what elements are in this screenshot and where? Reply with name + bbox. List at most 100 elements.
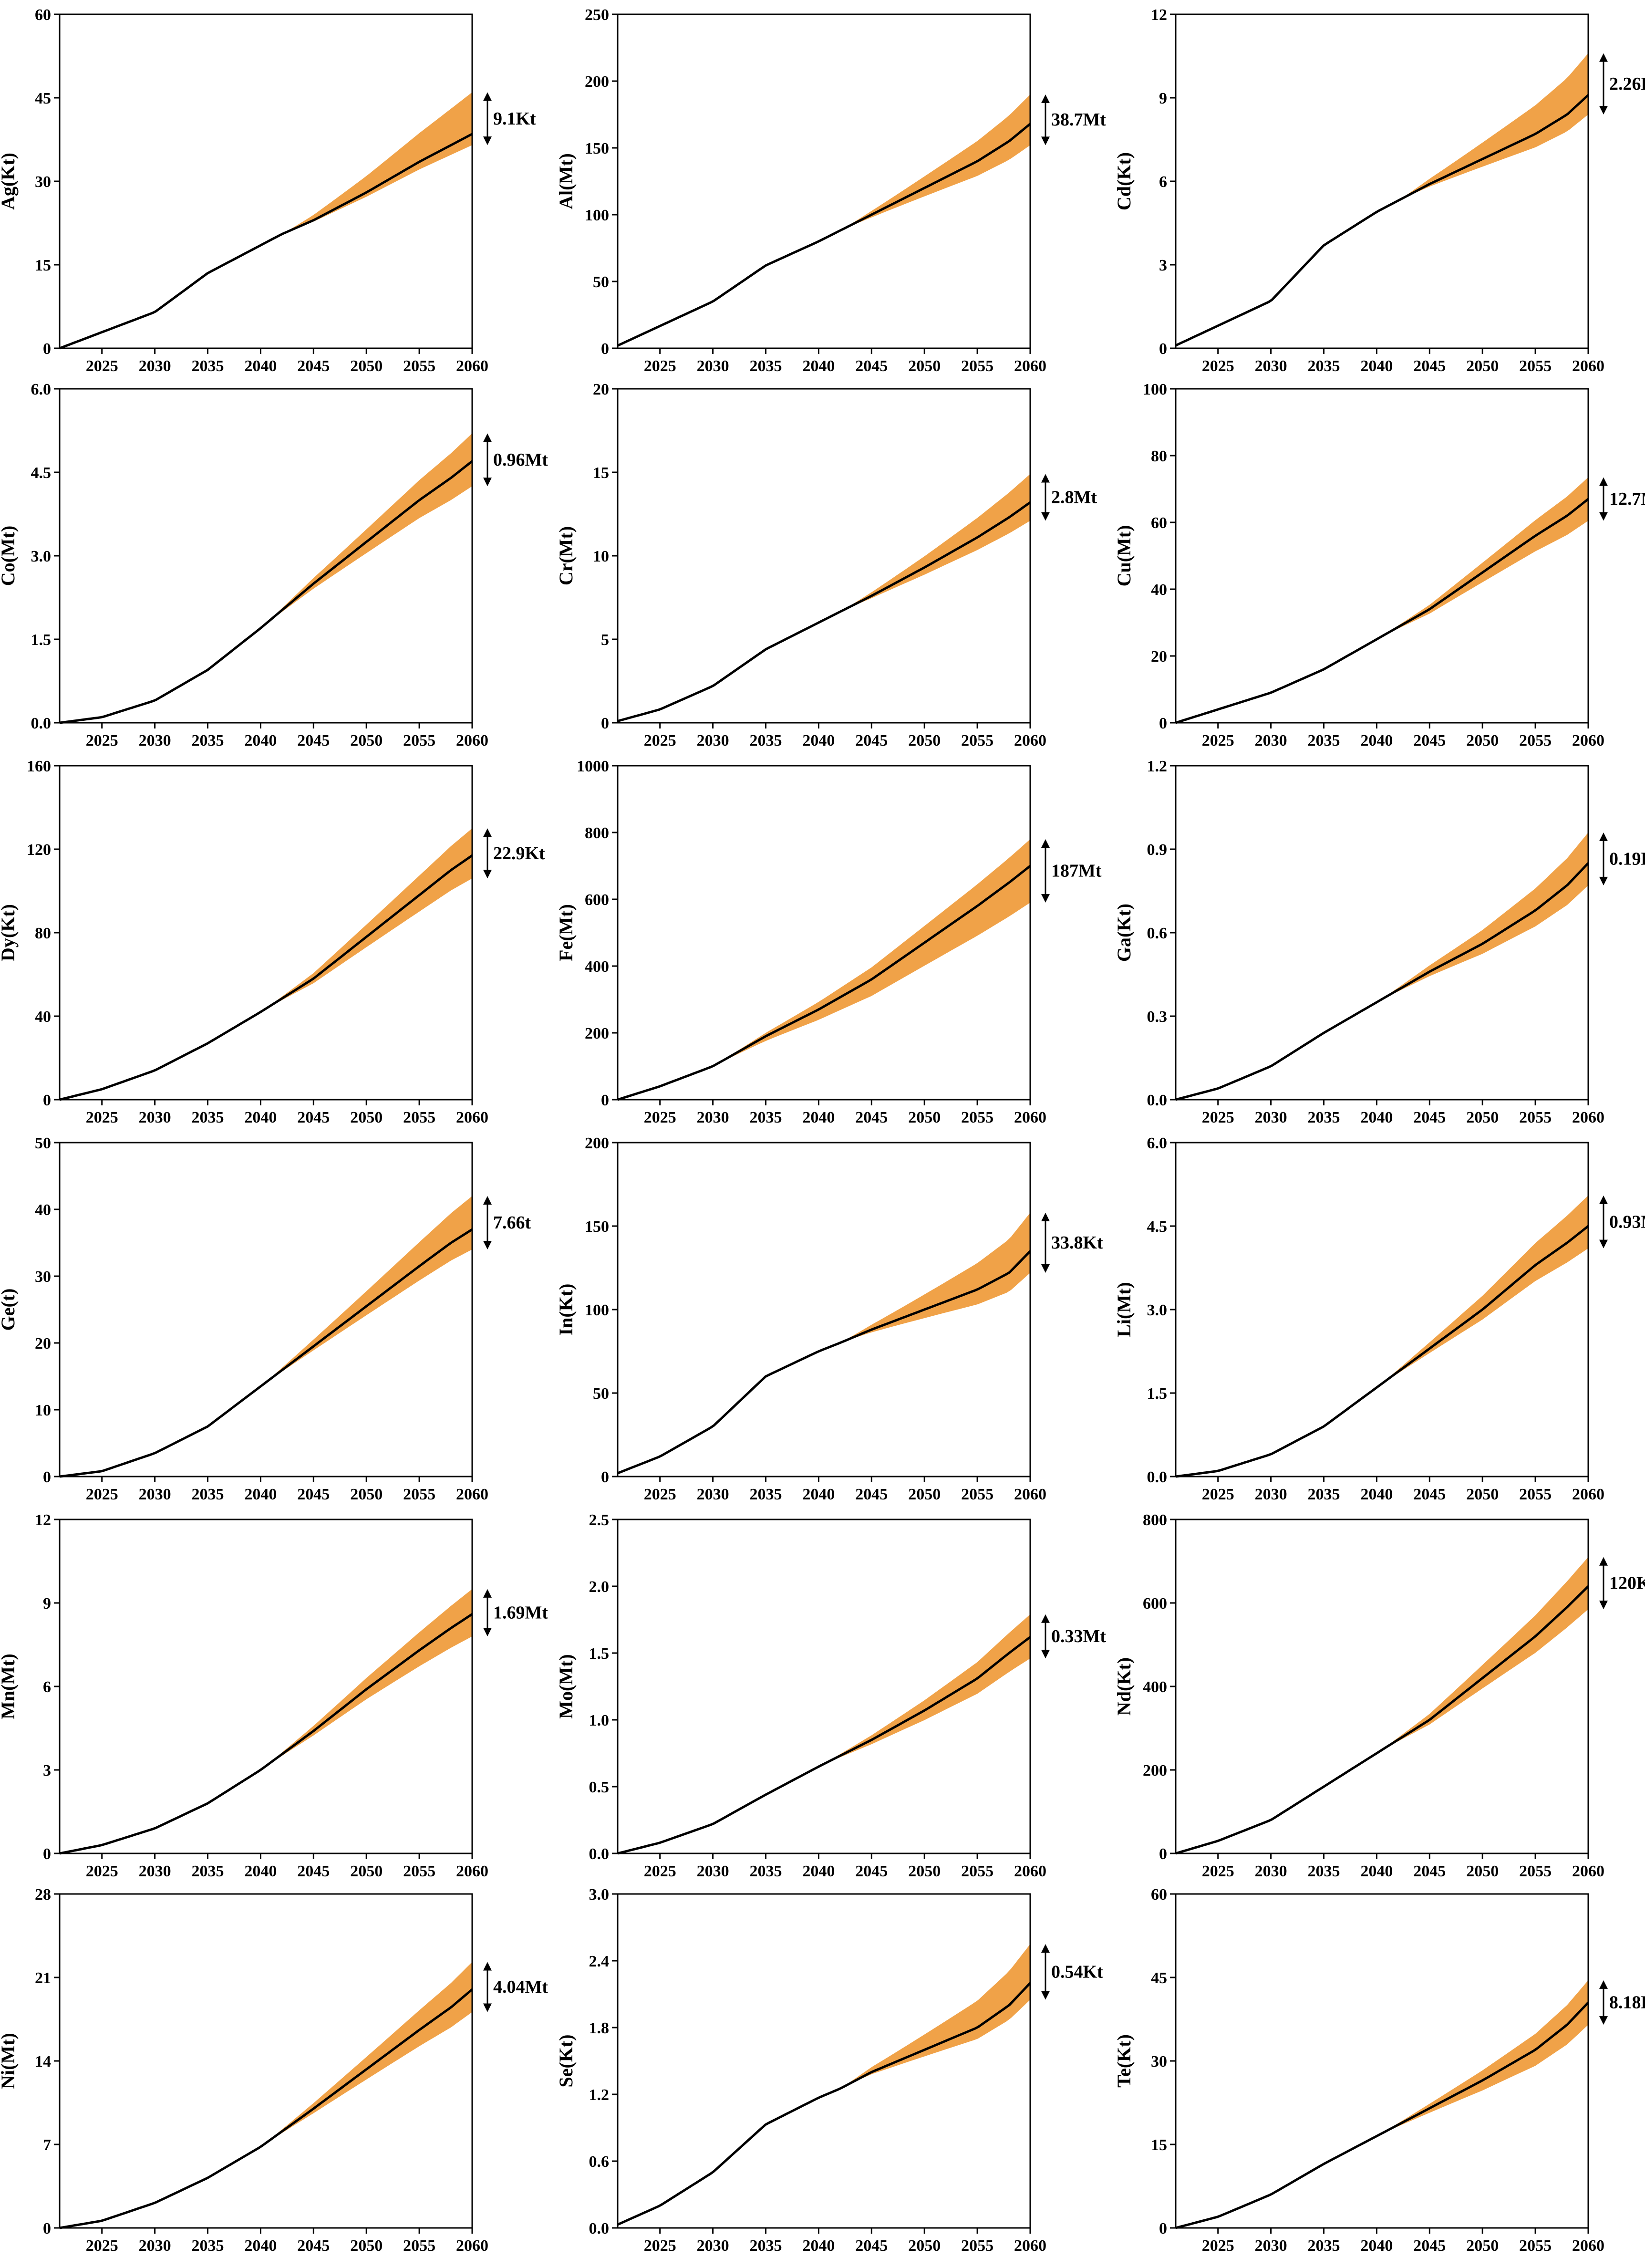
y-tick-label: 10: [35, 1402, 51, 1419]
x-tick-label: 2040: [244, 2237, 277, 2255]
x-tick-label: 2025: [1202, 732, 1234, 749]
series-line: [1175, 1225, 1589, 1478]
y-tick-label: 120: [27, 841, 51, 859]
x-tick-label: 2045: [1413, 2237, 1446, 2255]
x-tick-label: 2030: [697, 1862, 729, 1880]
x-tick-label: 2055: [1519, 1486, 1552, 1503]
x-tick-label: 2050: [1466, 1486, 1499, 1503]
uncertainty-band: [260, 1196, 472, 1386]
y-tick-label: 12: [1151, 6, 1167, 24]
range-label: 33.8Kt: [1051, 1233, 1103, 1253]
x-tick-label: 2035: [1308, 1109, 1340, 1126]
arrowhead-down: [1599, 2016, 1608, 2025]
plot-frame: [1175, 13, 1589, 349]
y-tick-label: 1.8: [589, 2019, 610, 2037]
y-tick-label: 1.2: [589, 2086, 610, 2104]
y-tick-label: 600: [1143, 1595, 1167, 1613]
y-tick-label: 0: [1159, 340, 1167, 358]
series-line: [59, 1988, 473, 2229]
chart-panel-al: 0 50 100 150 200 250 2025 2030 2035 2040 2045 2050 2…: [555, 6, 1106, 375]
x-tick-label: 2040: [244, 1109, 277, 1126]
y-tick-label: 45: [1151, 1969, 1167, 1987]
chart-panel-cd: 0 3 6 9 12 2025 2030 2035 2040 2045 2050 2055 2060 Cd…: [1113, 6, 1645, 375]
uncertainty-band: [839, 1213, 1030, 1343]
y-tick-label: 6.0: [31, 381, 52, 398]
arrowhead-up: [1041, 1213, 1050, 1221]
arrowhead-up: [483, 1196, 492, 1205]
y-tick-label: 0: [43, 1092, 51, 1109]
uncertainty-band: [1376, 1557, 1588, 1753]
range-label: 2.26Kt: [1609, 74, 1645, 94]
x-tick-label: 2055: [961, 357, 993, 375]
x-tick-label: 2035: [750, 1109, 782, 1126]
y-tick-label: 7: [43, 2136, 51, 2154]
range-label: 9.1Kt: [493, 109, 536, 129]
x-tick-label: 2060: [456, 732, 488, 749]
x-tick-label: 2060: [1572, 732, 1604, 749]
x-tick-label: 2060: [1572, 357, 1604, 375]
chart-panel-ag: 0 15 30 45 60 2025 2030 2035 2040 2045 2050 2055 206…: [0, 6, 536, 375]
x-tick-label: 2050: [350, 2237, 383, 2255]
series-line: [1175, 862, 1589, 1101]
x-tick-label: 2025: [86, 357, 118, 375]
plot-frame: [1175, 765, 1589, 1101]
x-tick-label: 2060: [456, 1109, 488, 1126]
y-axis-label: Mn(Mt): [0, 1654, 19, 1719]
y-axis-label: Al(Mt): [555, 153, 577, 209]
y-tick-label: 0.0: [31, 715, 52, 732]
x-tick-label: 2045: [855, 2237, 888, 2255]
chart-panel-mo: 0.0 0.5 1.0 1.5 2.0 2.5 2025 2030 2035 2040 2045 20…: [555, 1511, 1106, 1880]
y-tick-label: 40: [1151, 581, 1167, 599]
x-tick-label: 2040: [1360, 1109, 1393, 1126]
x-tick-label: 2040: [1360, 357, 1393, 375]
x-tick-label: 2025: [644, 357, 676, 375]
x-tick-label: 2060: [456, 1862, 488, 1880]
y-axis-label: Fe(Mt): [555, 904, 577, 961]
y-tick-label: 0: [601, 1468, 609, 1486]
series-line: [59, 133, 473, 350]
y-tick-label: 150: [585, 140, 609, 157]
chart-panel-nd: 0 200 400 600 800 2025 2030 2035 2040 2045 2050 205…: [1113, 1511, 1645, 1880]
y-tick-label: 2.5: [589, 1511, 610, 1529]
y-tick-label: 40: [35, 1008, 51, 1026]
range-label: 0.93Mt: [1609, 1212, 1645, 1232]
x-tick-label: 2025: [644, 2237, 676, 2255]
x-tick-label: 2025: [86, 1109, 118, 1126]
uncertainty-band: [1376, 1980, 1588, 2136]
arrowhead-up: [1599, 1195, 1608, 1204]
y-tick-label: 20: [593, 381, 609, 398]
x-tick-label: 2060: [1014, 357, 1046, 375]
x-tick-label: 2040: [244, 1486, 277, 1503]
plot-frame: [1175, 388, 1589, 724]
x-tick-label: 2060: [1572, 1862, 1604, 1880]
x-tick-label: 2030: [139, 357, 171, 375]
plot-frame: [1175, 1142, 1589, 1477]
range-label: 12.7Mt: [1609, 489, 1645, 509]
x-tick-label: 2060: [1572, 2237, 1604, 2255]
plot-frame: [59, 13, 473, 349]
y-tick-label: 20: [1151, 648, 1167, 666]
y-tick-label: 1.2: [1147, 758, 1168, 775]
x-tick-label: 2050: [908, 1486, 941, 1503]
arrowhead-down: [1599, 512, 1608, 521]
y-axis-label: Co(Mt): [0, 526, 19, 586]
x-tick-label: 2055: [961, 732, 993, 749]
arrowhead-down: [1041, 1650, 1050, 1659]
x-tick-label: 2030: [139, 1862, 171, 1880]
x-tick-label: 2055: [403, 357, 435, 375]
y-tick-label: 1.5: [31, 631, 52, 649]
range-label: 22.9Kt: [493, 843, 545, 864]
x-tick-label: 2040: [802, 1109, 835, 1126]
x-tick-label: 2035: [750, 732, 782, 749]
x-tick-label: 2060: [1572, 1109, 1604, 1126]
x-tick-label: 2060: [1572, 1486, 1604, 1503]
x-tick-label: 2050: [908, 1862, 941, 1880]
x-tick-label: 2040: [1360, 1486, 1393, 1503]
x-tick-label: 2040: [802, 732, 835, 749]
uncertainty-band: [260, 828, 472, 1012]
x-tick-label: 2030: [1255, 1862, 1287, 1880]
x-tick-label: 2045: [297, 2237, 330, 2255]
x-tick-label: 2060: [1014, 732, 1046, 749]
y-tick-label: 6: [43, 1678, 51, 1696]
x-tick-label: 2025: [1202, 2237, 1234, 2255]
